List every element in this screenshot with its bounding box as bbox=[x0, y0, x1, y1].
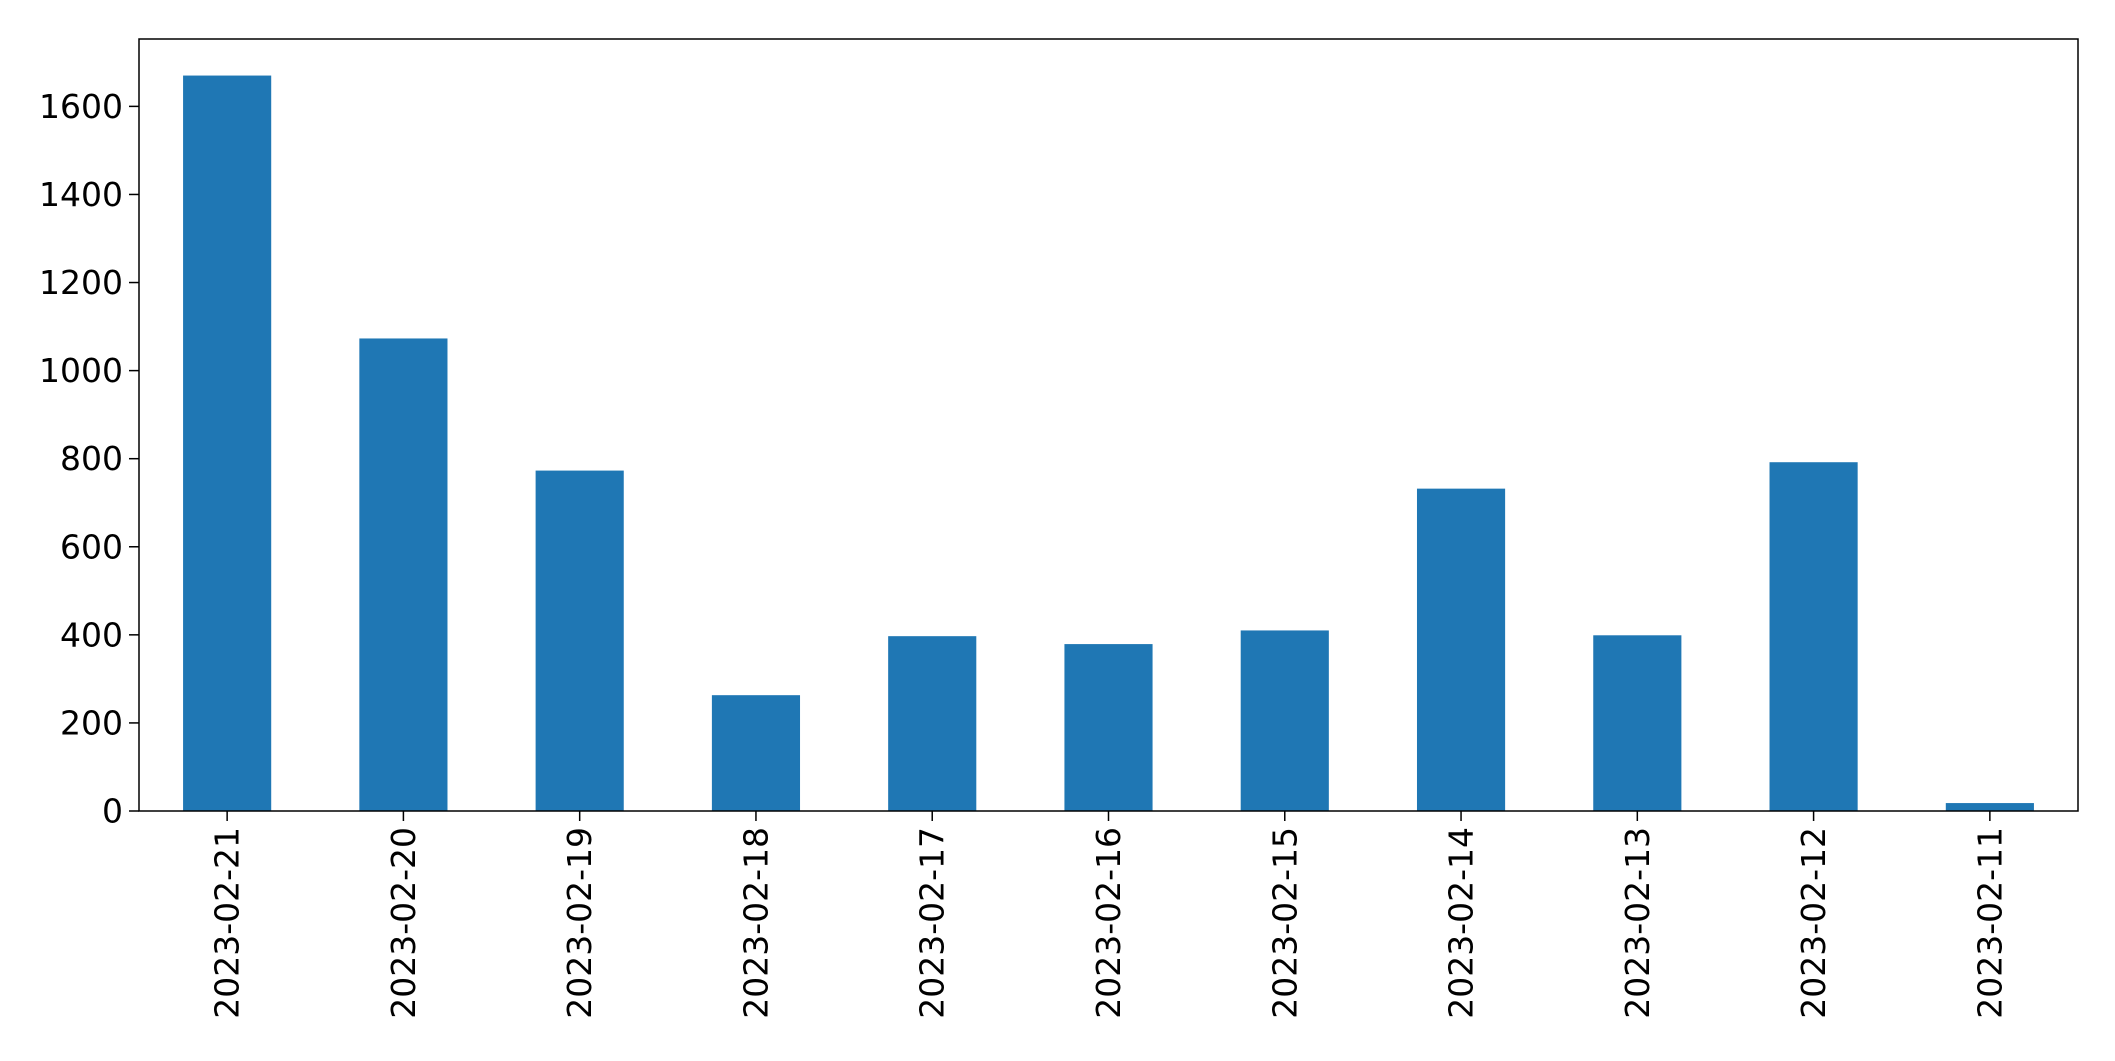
bar-2023-02-15 bbox=[1240, 630, 1329, 811]
bar-2023-02-16 bbox=[1064, 644, 1153, 811]
x-tick-label: 2023-02-21 bbox=[208, 827, 247, 1019]
x-axis-ticks: 2023-02-21 2023-02-20 2023-02-19 2023-02-18… bbox=[208, 811, 2009, 1019]
y-tick-label: 400 bbox=[60, 615, 123, 654]
x-tick-label: 2023-02-18 bbox=[736, 827, 775, 1019]
x-tick-label: 2023-02-12 bbox=[1794, 827, 1833, 1019]
bar-2023-02-20 bbox=[359, 338, 448, 811]
x-tick-label: 2023-02-14 bbox=[1442, 827, 1481, 1019]
x-tick-label: 2023-02-16 bbox=[1089, 827, 1128, 1019]
y-tick-label: 0 bbox=[102, 792, 123, 831]
bar-2023-02-19 bbox=[535, 470, 624, 811]
bar-2023-02-14 bbox=[1416, 488, 1506, 811]
bar-2023-02-12 bbox=[1769, 462, 1858, 811]
bar-2023-02-18 bbox=[711, 695, 801, 811]
y-tick-label: 1600 bbox=[39, 87, 123, 126]
y-tick-label: 1200 bbox=[39, 263, 123, 302]
y-axis-ticks: 0 200 400 600 800 1000 1200 1400 1600 bbox=[39, 87, 139, 831]
x-tick-label: 2023-02-19 bbox=[560, 827, 599, 1019]
y-tick-label: 600 bbox=[60, 527, 123, 566]
x-tick-label: 2023-02-20 bbox=[384, 827, 423, 1019]
x-tick-label: 2023-02-17 bbox=[913, 827, 952, 1019]
y-tick-label: 1400 bbox=[39, 175, 123, 214]
y-tick-label: 1000 bbox=[39, 351, 123, 390]
y-tick-label: 200 bbox=[60, 703, 123, 742]
bar-2023-02-17 bbox=[888, 636, 977, 811]
bars-layer bbox=[183, 75, 2034, 812]
x-tick-label: 2023-02-13 bbox=[1618, 827, 1657, 1019]
bar-2023-02-11 bbox=[1945, 803, 2034, 811]
bar-2023-02-21 bbox=[183, 75, 272, 812]
x-tick-label: 2023-02-15 bbox=[1265, 827, 1304, 1019]
x-tick-label: 2023-02-11 bbox=[1970, 827, 2009, 1019]
bar-2023-02-13 bbox=[1593, 635, 1682, 811]
y-tick-label: 800 bbox=[60, 439, 123, 478]
